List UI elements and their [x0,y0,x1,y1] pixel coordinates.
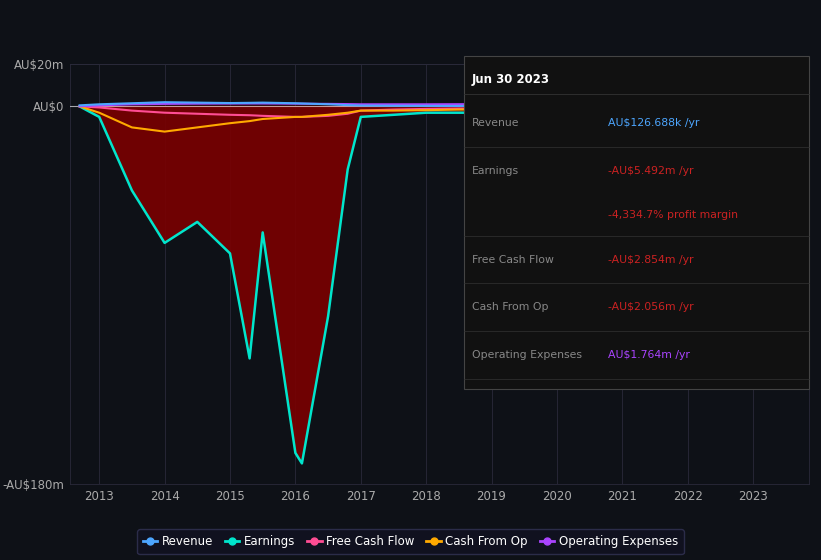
Text: -AU$2.854m /yr: -AU$2.854m /yr [608,255,693,264]
Text: Operating Expenses: Operating Expenses [472,350,582,360]
Text: Jun 30 2023: Jun 30 2023 [472,73,550,86]
Text: Cash From Op: Cash From Op [472,302,548,312]
Text: -AU$5.492m /yr: -AU$5.492m /yr [608,166,693,176]
Text: -AU$2.056m /yr: -AU$2.056m /yr [608,302,693,312]
Text: AU$1.764m /yr: AU$1.764m /yr [608,350,690,360]
Text: Earnings: Earnings [472,166,519,176]
Text: AU$126.688k /yr: AU$126.688k /yr [608,119,699,128]
Text: -4,334.7% profit margin: -4,334.7% profit margin [608,211,737,220]
Legend: Revenue, Earnings, Free Cash Flow, Cash From Op, Operating Expenses: Revenue, Earnings, Free Cash Flow, Cash … [137,529,684,554]
Text: Free Cash Flow: Free Cash Flow [472,255,554,264]
Text: Revenue: Revenue [472,119,520,128]
